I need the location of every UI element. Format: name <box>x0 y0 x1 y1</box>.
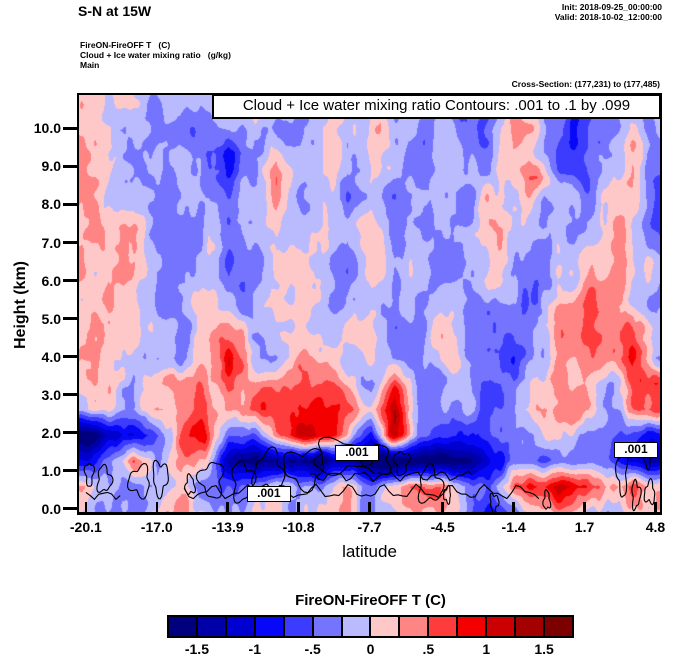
mixing-ratio-contour-line <box>195 461 225 499</box>
mixing-ratio-contour-line <box>631 478 642 512</box>
x-axis-tick <box>297 502 300 512</box>
y-tick-label: 2.0 <box>41 424 61 441</box>
y-axis-tick <box>63 431 77 434</box>
domain-label: Main <box>80 60 100 70</box>
y-tick-label: 8.0 <box>41 196 61 213</box>
x-tick-label: -7.7 <box>357 519 382 535</box>
mixing-ratio-contour-line <box>96 463 114 494</box>
colorbar <box>167 615 574 638</box>
mixing-ratio-contour-line <box>152 459 169 500</box>
valid-timestamp: Valid: 2018-10-02_12:00:00 <box>554 12 662 22</box>
x-axis-tick <box>512 502 515 512</box>
contour-info-banner: Cloud + Ice water mixing ratio Contours:… <box>212 94 661 119</box>
x-tick-label: 1.7 <box>574 519 595 535</box>
mixing-ratio-contour-line <box>127 462 150 500</box>
x-axis-tick <box>155 502 159 512</box>
shaded-variable-label: FireON-FireOFF T (C) <box>80 40 171 50</box>
page-title: S-N at 15W <box>78 3 152 19</box>
colorbar-tick-label: -1.5 <box>184 641 209 657</box>
mixing-ratio-contour-line <box>83 462 96 487</box>
colorbar-cell <box>428 616 458 637</box>
colorbar-title: FireON-FireOFF T (C) <box>295 592 446 609</box>
colorbar-cell <box>196 616 226 637</box>
y-tick-label: 1.0 <box>41 462 61 479</box>
mixing-ratio-contour-line <box>489 492 500 512</box>
mixing-ratio-contour-line <box>643 477 656 506</box>
x-axis-tick <box>84 502 88 512</box>
y-axis-tick <box>63 279 77 282</box>
mixing-ratio-contour-line <box>542 489 552 510</box>
y-axis-tick <box>63 317 77 320</box>
x-tick-label: -4.5 <box>430 519 455 535</box>
y-tick-label: 0.0 <box>41 500 61 517</box>
x-axis-tick <box>226 502 229 512</box>
x-tick-label: 4.8 <box>645 519 666 535</box>
y-tick-label: 5.0 <box>41 310 61 327</box>
contour-label-box: .001 <box>334 444 379 461</box>
cross-section-label: Cross-Section: (177,231) to (177,485) <box>511 79 660 89</box>
variable-info-block: FireON-FireOFF T (C) Cloud + Ice water m… <box>80 40 231 70</box>
colorbar-cell <box>486 616 516 637</box>
y-axis-tick <box>63 165 77 168</box>
y-tick-label: 7.0 <box>41 234 61 251</box>
y-axis-tick <box>63 355 77 358</box>
colorbar-cell <box>254 616 284 637</box>
x-axis-title: latitude <box>342 542 397 561</box>
mixing-ratio-contour-line <box>85 491 121 501</box>
y-axis-tick <box>63 203 77 206</box>
y-axis-tick <box>63 393 77 396</box>
x-axis-tick <box>368 502 371 512</box>
mixing-ratio-contour-line <box>184 473 196 496</box>
colorbar-tick-label: 1 <box>482 641 491 657</box>
x-axis-tick <box>441 502 444 512</box>
contour-variable-label: Cloud + Ice water mixing ratio (g/kg) <box>80 50 231 60</box>
x-tick-label: -10.8 <box>282 519 315 535</box>
mixing-ratio-contour-line <box>183 483 540 500</box>
mixing-ratio-contour-line <box>417 462 445 504</box>
mixing-ratio-contour-line <box>392 451 411 477</box>
x-axis-tick <box>583 502 586 512</box>
x-tick-label: -20.1 <box>69 519 102 535</box>
colorbar-cell <box>399 616 429 637</box>
colorbar-cell <box>312 616 342 637</box>
temperature-difference-heatmap <box>79 95 660 512</box>
colorbar-tick-label: 0 <box>366 641 375 657</box>
colorbar-cell <box>370 616 400 637</box>
contour-label-box: .001 <box>613 442 658 459</box>
y-axis-tick <box>63 127 77 130</box>
colorbar-tick-label: -1 <box>248 641 262 657</box>
y-axis-tick <box>63 241 77 244</box>
y-tick-label: 10.0 <box>33 120 61 137</box>
colorbar-cell <box>225 616 255 637</box>
init-timestamp: Init: 2018-09-25_00:00:00 <box>561 2 662 12</box>
x-tick-label: -13.9 <box>211 519 244 535</box>
colorbar-cell <box>341 616 371 637</box>
y-axis-tick <box>63 469 77 472</box>
y-tick-label: 4.0 <box>41 348 61 365</box>
colorbar-tick-label: .5 <box>422 641 435 657</box>
y-axis-tick <box>63 507 77 510</box>
mixing-ratio-contour-line <box>309 470 473 483</box>
contour-label-box: .001 <box>246 485 291 502</box>
colorbar-tick-label: 1.5 <box>534 641 554 657</box>
mixing-ratio-contour-line <box>312 436 374 476</box>
y-tick-label: 6.0 <box>41 272 61 289</box>
x-tick-label: -17.0 <box>140 519 173 535</box>
colorbar-cell <box>168 616 197 637</box>
y-tick-label: 3.0 <box>41 386 61 403</box>
colorbar-cell <box>543 616 573 637</box>
x-axis-tick <box>654 502 657 512</box>
colorbar-cell <box>457 616 487 637</box>
x-tick-label: -1.4 <box>501 519 526 535</box>
mixing-ratio-contour-line <box>283 447 325 494</box>
colorbar-tick-label: -.5 <box>304 641 321 657</box>
colorbar-cell <box>283 616 313 637</box>
colorbar-cell <box>515 616 544 637</box>
y-tick-label: 9.0 <box>41 158 61 175</box>
